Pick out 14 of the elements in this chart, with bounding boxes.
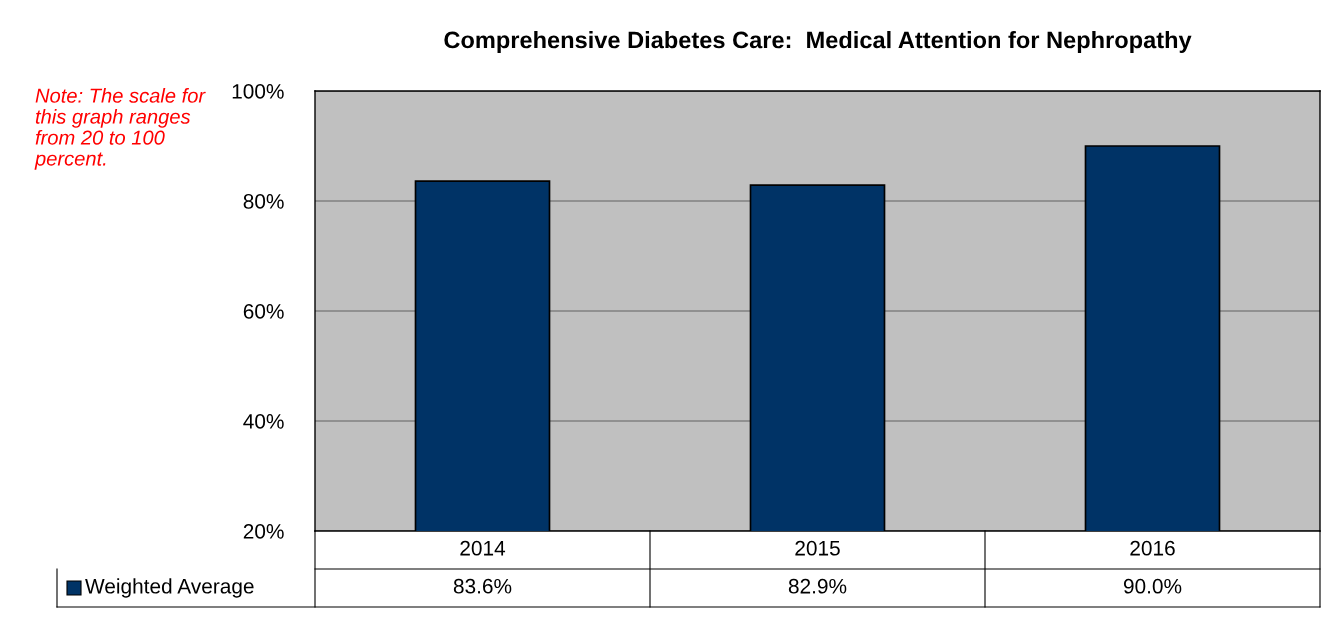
y-tick-label: 100% <box>232 84 284 99</box>
data-label: 82.9% <box>788 578 847 594</box>
y-tick-label: 20% <box>243 524 284 539</box>
x-tick-label: 2014 <box>460 540 506 556</box>
chart-title: Comprehensive Diabetes Care: Medical Attention for Nephropathy <box>444 31 1192 53</box>
text: Note: The scale for this graph ranges from 20 to 100 percent. <box>34 88 206 170</box>
data-label: 83.6% <box>453 578 512 594</box>
y-tick-label: 40% <box>243 414 284 429</box>
legend-label: Weighted Average <box>85 578 254 598</box>
x-tick-label: 2015 <box>795 540 840 556</box>
data-label: 90.0% <box>1123 578 1182 594</box>
y-tick-label: 60% <box>243 304 284 319</box>
y-tick-label: 80% <box>243 194 284 209</box>
x-tick-label: 2016 <box>1130 540 1175 556</box>
